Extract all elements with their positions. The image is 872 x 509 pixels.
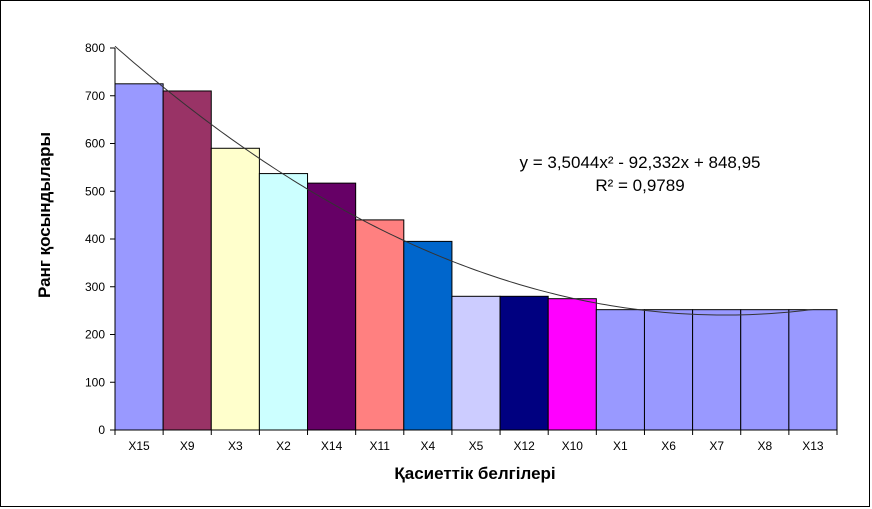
x-tick-label-x1: X1 <box>613 439 628 453</box>
bar-x10 <box>547 298 597 431</box>
y-axis-title: Ранг қосындылары <box>35 132 54 298</box>
y-tick-label: 200 <box>85 328 105 342</box>
bar-x13 <box>788 309 838 431</box>
x-ticks-group: X15 X9 X3 X2 X14 X11 X4 X5 X12 X10 X1 X6 X7 X8 X13 <box>114 430 838 453</box>
trendline-equation: y = 3,5044x² - 92,332x + 848,95 <box>519 153 760 172</box>
y-tick-label: 300 <box>85 280 105 294</box>
x-tick-label-x7: X7 <box>709 439 724 453</box>
bar-x11 <box>355 219 405 431</box>
bar-x8 <box>740 309 790 431</box>
bar-x3 <box>210 147 260 431</box>
bar-x7 <box>692 309 742 431</box>
x-tick-label-x6: X6 <box>661 439 676 453</box>
x-tick-label-x12: X12 <box>513 439 535 453</box>
y-tick-label: 0 <box>98 423 105 437</box>
bar-x6 <box>643 309 694 431</box>
bar-x14 <box>307 182 357 431</box>
bar-x1 <box>595 309 645 431</box>
x-tick-label-x14: X14 <box>321 439 343 453</box>
x-tick-label-x4: X4 <box>421 439 436 453</box>
x-tick-label-x3: X3 <box>228 439 243 453</box>
trendline-group <box>114 45 813 316</box>
bar-x15 <box>114 83 164 431</box>
y-tick-label: 500 <box>85 184 105 198</box>
bar-x9 <box>162 90 212 431</box>
bars-group <box>114 83 838 431</box>
x-tick-label-x9: X9 <box>180 439 195 453</box>
y-tick-label: 800 <box>85 41 105 55</box>
trendline <box>114 45 813 316</box>
y-tick-label: 600 <box>85 137 105 151</box>
bar-x2 <box>258 173 309 431</box>
x-tick-label-x2: X2 <box>276 439 291 453</box>
x-tick-label-x10: X10 <box>562 439 584 453</box>
bar-x4 <box>403 240 453 431</box>
bar-x12 <box>499 295 549 431</box>
trendline-r-squared: R² = 0,9789 <box>595 176 684 195</box>
x-tick-label-x8: X8 <box>757 439 772 453</box>
x-tick-label-x13: X13 <box>802 439 824 453</box>
x-axis-title: Қасиеттік белгілері <box>394 464 555 483</box>
x-tick-label-x15: X15 <box>128 439 150 453</box>
y-tick-label: 400 <box>85 232 105 246</box>
y-tick-label: 700 <box>85 89 105 103</box>
y-tick-label: 100 <box>85 375 105 389</box>
x-tick-label-x5: X5 <box>469 439 484 453</box>
bar-x5 <box>451 295 501 431</box>
y-ticks-group: 0 100 200 300 400 500 600 700 800 <box>85 41 115 437</box>
x-tick-label-x11: X11 <box>369 439 390 453</box>
